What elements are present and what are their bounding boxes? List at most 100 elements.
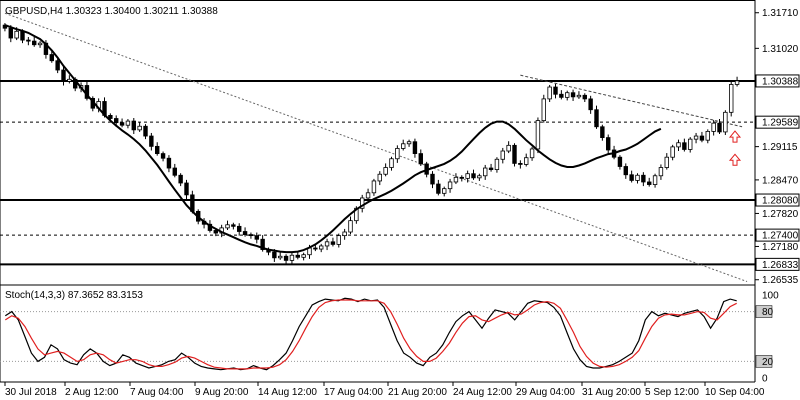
- candle-body[interactable]: [137, 125, 142, 131]
- candle-body[interactable]: [576, 94, 582, 98]
- candle-body[interactable]: [383, 167, 388, 175]
- stochastic-pane[interactable]: [0, 297, 755, 371]
- candle-body[interactable]: [588, 98, 593, 111]
- candle-body[interactable]: [55, 60, 60, 71]
- candle-body[interactable]: [67, 78, 72, 82]
- candle-body[interactable]: [676, 142, 681, 148]
- candle-body[interactable]: [348, 220, 353, 233]
- trendline[interactable]: [4, 12, 748, 283]
- candle-body[interactable]: [506, 144, 511, 152]
- candle-body[interactable]: [453, 176, 459, 183]
- candle-body[interactable]: [641, 174, 646, 183]
- candle-body[interactable]: [623, 166, 628, 176]
- candle-body[interactable]: [49, 54, 54, 62]
- candle-body[interactable]: [155, 145, 160, 154]
- candle-body[interactable]: [272, 251, 277, 259]
- candle-body[interactable]: [494, 158, 500, 170]
- candle-body[interactable]: [26, 39, 31, 42]
- candle-body[interactable]: [242, 231, 248, 235]
- candle-body[interactable]: [705, 131, 710, 141]
- candle-body[interactable]: [301, 254, 306, 258]
- candle-body[interactable]: [430, 173, 435, 185]
- candle-body[interactable]: [459, 176, 464, 179]
- candle-body[interactable]: [500, 150, 505, 160]
- candle-body[interactable]: [436, 183, 441, 194]
- candle-body[interactable]: [324, 241, 330, 247]
- candle-body[interactable]: [254, 235, 259, 240]
- candle-body[interactable]: [371, 180, 377, 194]
- candle-body[interactable]: [617, 156, 623, 167]
- candle-body[interactable]: [295, 254, 300, 258]
- candle-body[interactable]: [37, 42, 43, 46]
- candle-body[interactable]: [119, 122, 125, 126]
- candle-body[interactable]: [447, 181, 453, 190]
- candle-body[interactable]: [711, 122, 716, 132]
- candle-body[interactable]: [524, 157, 529, 165]
- candle-body[interactable]: [688, 138, 693, 150]
- candle-body[interactable]: [178, 174, 183, 184]
- candle-body[interactable]: [529, 148, 535, 159]
- candle-body[interactable]: [565, 92, 570, 98]
- candle-body[interactable]: [149, 135, 154, 147]
- candle-body[interactable]: [406, 141, 412, 145]
- candle-body[interactable]: [559, 93, 564, 98]
- candle-body[interactable]: [553, 86, 558, 95]
- candle-body[interactable]: [283, 255, 289, 261]
- price-pane[interactable]: [0, 12, 755, 283]
- candle-body[interactable]: [488, 167, 494, 170]
- up-arrow-icon[interactable]: [728, 153, 742, 166]
- candle-body[interactable]: [477, 175, 482, 179]
- candle-body[interactable]: [114, 118, 119, 124]
- candle-body[interactable]: [670, 146, 675, 158]
- candle-body[interactable]: [664, 156, 669, 168]
- candle-body[interactable]: [225, 224, 230, 229]
- candle-body[interactable]: [108, 115, 113, 119]
- candle-body[interactable]: [32, 40, 37, 46]
- candle-body[interactable]: [471, 173, 476, 179]
- stochastic-d-line[interactable]: [4, 299, 737, 370]
- candle-body[interactable]: [442, 188, 447, 194]
- candle-body[interactable]: [248, 234, 254, 237]
- candle-body[interactable]: [600, 126, 605, 138]
- candle-body[interactable]: [377, 173, 382, 182]
- candle-body[interactable]: [734, 80, 740, 85]
- price-axis[interactable]: 1.31710 1.31020 1.30388 1.29589 1.29115 1.284…: [755, 8, 800, 286]
- candle-body[interactable]: [629, 174, 634, 181]
- candle-body[interactable]: [342, 231, 347, 237]
- candle-body[interactable]: [717, 122, 722, 133]
- candle-body[interactable]: [729, 84, 734, 113]
- candle-body[interactable]: [570, 92, 576, 98]
- candle-body[interactable]: [278, 255, 283, 259]
- candle-body[interactable]: [418, 153, 423, 165]
- candle-body[interactable]: [541, 98, 546, 121]
- candle-body[interactable]: [723, 111, 728, 133]
- candle-body[interactable]: [647, 181, 652, 185]
- candle-body[interactable]: [693, 135, 699, 140]
- candle-body[interactable]: [237, 225, 242, 232]
- candle-body[interactable]: [395, 148, 400, 160]
- candle-body[interactable]: [319, 245, 324, 250]
- candle-body[interactable]: [166, 157, 172, 169]
- candle-body[interactable]: [14, 30, 19, 39]
- candle-body[interactable]: [582, 94, 587, 100]
- candle-body[interactable]: [547, 86, 552, 100]
- candle-body[interactable]: [8, 27, 13, 39]
- candle-body[interactable]: [313, 247, 318, 250]
- candle-body[interactable]: [131, 120, 136, 131]
- candle-body[interactable]: [330, 241, 336, 245]
- candle-body[interactable]: [594, 109, 599, 128]
- candle-body[interactable]: [61, 69, 66, 82]
- time-axis[interactable]: 30 Jul 2018 2 Aug 12:00 7 Aug 04:00 9 Aug 2…: [4, 382, 765, 398]
- candle-body[interactable]: [518, 162, 523, 165]
- candle-body[interactable]: [336, 235, 341, 245]
- candle-body[interactable]: [20, 30, 25, 41]
- candle-body[interactable]: [682, 142, 687, 150]
- candle-body[interactable]: [699, 135, 705, 141]
- candle-body[interactable]: [389, 158, 394, 168]
- candle-body[interactable]: [535, 120, 541, 150]
- candle-body[interactable]: [289, 254, 295, 261]
- candle-body[interactable]: [125, 120, 131, 126]
- candle-body[interactable]: [465, 173, 470, 179]
- candle-body[interactable]: [401, 143, 406, 149]
